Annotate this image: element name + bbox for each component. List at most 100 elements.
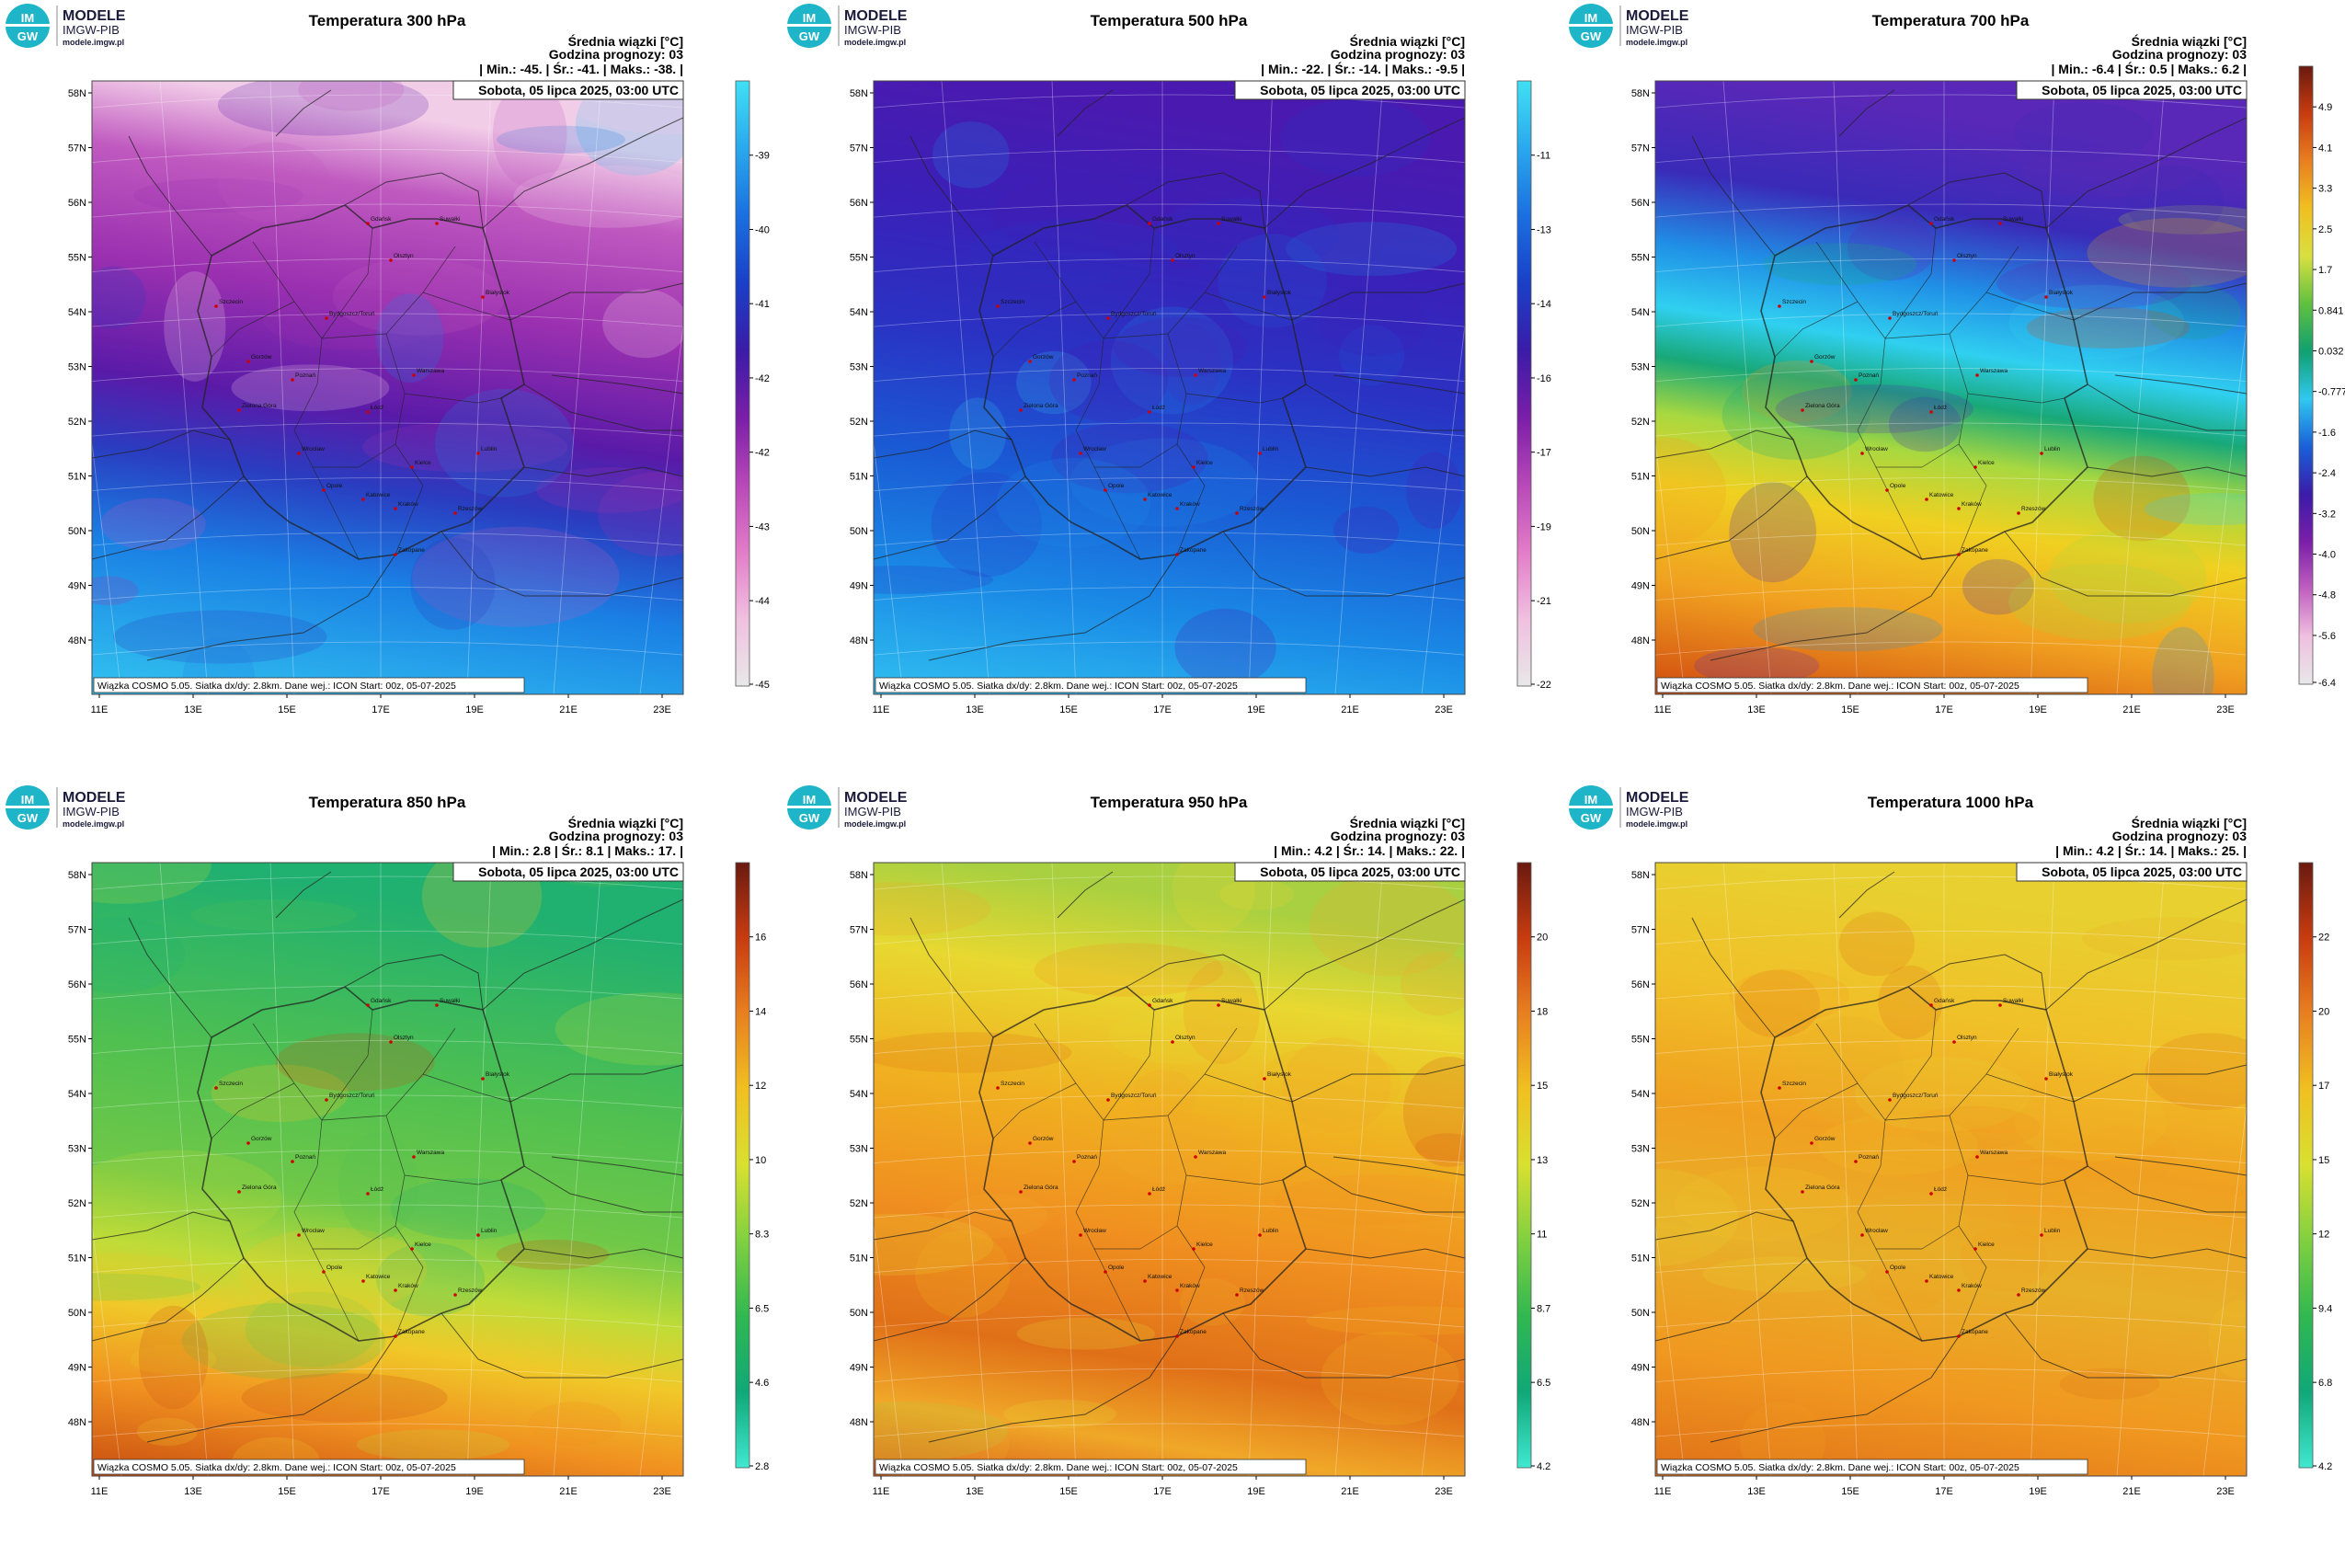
field-texture-blob xyxy=(931,472,1042,578)
city-marker-icon xyxy=(1235,511,1239,515)
brand-title: MODELE xyxy=(63,790,126,806)
city-marker-icon xyxy=(1957,1334,1961,1338)
city-marker-icon xyxy=(361,498,365,501)
temperature-map[interactable]: Gdańsk Suwałki Olsztyn Białystok Szczecin Byd… xyxy=(50,66,784,719)
field-texture-blob xyxy=(412,526,620,627)
colorbar[interactable] xyxy=(1516,80,1532,687)
map-frame xyxy=(1654,862,2248,1477)
lat-tick-label: 50N xyxy=(1631,1308,1650,1319)
lon-tick-label: 15E xyxy=(278,704,296,715)
country-border xyxy=(146,554,396,661)
lon-tick-label: 17E xyxy=(1935,704,1953,715)
field-texture-blob xyxy=(576,81,683,176)
temperature-map[interactable]: Gdańsk Suwałki Olsztyn Białystok Szczecin Byd… xyxy=(804,81,1493,694)
voivodeship-border xyxy=(252,1023,323,1167)
field-texture-blob xyxy=(2125,165,2225,239)
city-marker-icon xyxy=(1885,1270,1889,1274)
lat-tick-label: 48N xyxy=(1631,635,1650,647)
country-border xyxy=(523,466,683,477)
city-marker-icon xyxy=(1217,1003,1220,1007)
voivodeship-border xyxy=(1985,1073,2075,1103)
colorbar[interactable] xyxy=(2298,65,2314,685)
city-label: Zakopane xyxy=(398,547,425,554)
longitude-line xyxy=(874,439,904,694)
country-border xyxy=(2087,1165,2247,1213)
country-border xyxy=(1333,1156,1465,1176)
colorbar-tick-label: 4.2 xyxy=(1537,1461,1550,1472)
country-border xyxy=(2073,1064,2247,1103)
panel-title: Temperatura 950 hPa xyxy=(1091,794,1248,811)
panel-title: Temperatura 500 hPa xyxy=(1091,12,1248,29)
colorbar-tick-label: -40 xyxy=(755,224,770,235)
model-footer: Wiązka COSMO 5.05. Siatka dx/dy: 2.8km. … xyxy=(97,681,456,692)
brand-title: MODELE xyxy=(1626,8,1689,24)
voivodeship-border xyxy=(1103,1027,1238,1121)
brand-title: MODELE xyxy=(1626,790,1689,806)
latitude-line xyxy=(1655,1259,2247,1274)
field-texture-blob xyxy=(190,898,358,931)
city-marker-icon xyxy=(1019,408,1023,412)
city-label: Gorzów xyxy=(251,1136,272,1142)
longitude-line xyxy=(639,321,683,694)
country-border xyxy=(874,1211,1012,1241)
city-marker-icon xyxy=(996,304,1000,308)
valid-time: Sobota, 05 lipca 2025, 03:00 UTC xyxy=(478,83,679,97)
lat-tick-label: 58N xyxy=(850,88,868,99)
graticule xyxy=(874,81,1465,694)
temperature-map[interactable]: Gdańsk Suwałki Olsztyn Białystok Szczecin Byd… xyxy=(0,826,752,1484)
field-texture-blob xyxy=(2152,626,2214,694)
city-marker-icon xyxy=(394,553,397,556)
city-marker-icon xyxy=(1888,316,1892,320)
logo-gw-text: GW xyxy=(17,29,39,43)
city-label: Opole xyxy=(326,1265,343,1271)
voivodeship-border xyxy=(1774,1082,1859,1139)
country-border xyxy=(92,429,231,459)
latitude-line xyxy=(1655,1150,2247,1164)
city-marker-icon xyxy=(366,1003,370,1007)
lat-tick-label: 53N xyxy=(850,1144,868,1155)
model-footer: Wiązka COSMO 5.05. Siatka dx/dy: 2.8km. … xyxy=(97,1462,456,1473)
latitude-line xyxy=(92,149,683,164)
graticule xyxy=(1655,863,2247,1476)
colorbar[interactable] xyxy=(735,80,750,687)
city-marker-icon xyxy=(1143,498,1147,501)
temperature-map[interactable]: Gdańsk Suwałki Olsztyn Białystok Szczecin Byd… xyxy=(1575,852,2275,1482)
field-texture-blob xyxy=(1280,98,1431,177)
longitude-line xyxy=(1334,81,1384,694)
field-texture-blob xyxy=(1775,384,1973,434)
colorbar[interactable] xyxy=(2298,862,2314,1469)
lon-tick-label: 23E xyxy=(2216,704,2235,715)
city-marker-icon xyxy=(1028,360,1032,363)
longitude-line xyxy=(92,439,122,694)
lat-tick-label: 51N xyxy=(68,472,86,483)
colorbar[interactable] xyxy=(1516,862,1532,1469)
stats-line: | Min.: -45. | Śr.: -41. | Maks.: -38. | xyxy=(479,61,683,76)
poland-border xyxy=(978,204,1307,560)
valid-time-box xyxy=(1234,80,1466,100)
panel-title: Temperatura 1000 hPa xyxy=(1868,794,2034,811)
country-border xyxy=(1305,1165,1465,1213)
temperature-map[interactable]: Gdańsk Suwałki Olsztyn Białystok Szczecin Byd… xyxy=(1603,64,2288,727)
map-frame xyxy=(91,80,684,695)
temperature-map[interactable]: Gdańsk Suwałki Olsztyn Białystok Szczecin Byd… xyxy=(793,845,1516,1488)
colorbar-tick-label: 14 xyxy=(755,1006,766,1017)
colorbar-tick-label: -4.8 xyxy=(2318,590,2336,601)
lat-tick-label: 50N xyxy=(850,1308,868,1319)
country-border xyxy=(1655,1257,1808,1342)
colorbar-tick-label: 8.7 xyxy=(1537,1303,1550,1314)
field-texture-blob xyxy=(1172,863,1255,934)
field-texture-blob xyxy=(944,1194,1048,1239)
country-border xyxy=(909,917,994,1038)
field-texture-blob xyxy=(1321,1331,1459,1425)
voivodeship-border xyxy=(404,393,502,404)
colorbar-tick-label: -44 xyxy=(755,596,770,607)
lat-tick-label: 55N xyxy=(68,253,86,264)
field-texture-blob xyxy=(421,863,543,948)
colorbar[interactable] xyxy=(735,862,750,1469)
lon-tick-label: 21E xyxy=(1341,1486,1359,1497)
field-texture-blob xyxy=(181,1302,386,1379)
poland-border xyxy=(1760,986,2088,1342)
latitude-line xyxy=(874,931,1465,945)
